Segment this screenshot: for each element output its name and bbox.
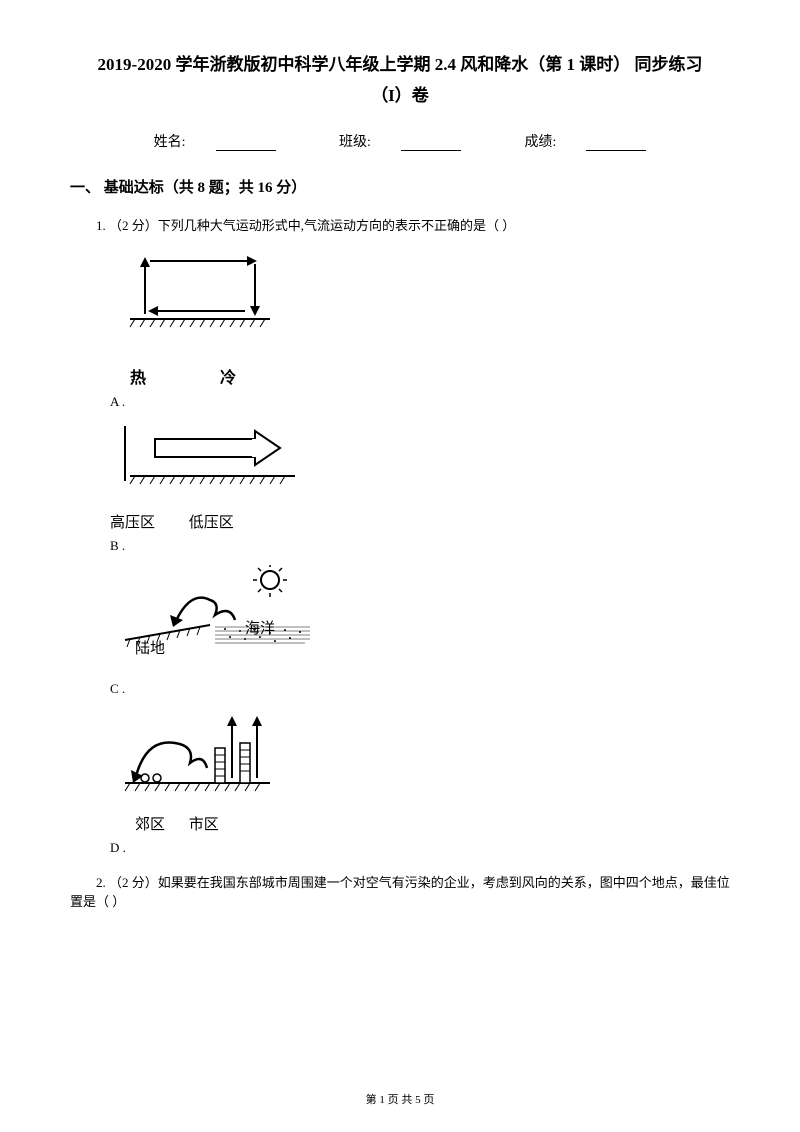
diagram-a-left-label: 热 [130,370,146,387]
name-label: 姓名: [139,135,291,150]
document-title: 2019-2020 学年浙教版初中科学八年级上学期 2.4 风和降水（第 1 课… [70,50,730,111]
option-a-label: A . [110,394,125,409]
score-label: 成绩: [509,135,661,150]
class-label: 班级: [324,135,476,150]
diagram-d [115,708,285,808]
option-c-label: C . [110,681,125,696]
diagram-c-left-label: 陆地 [135,641,165,657]
diagram-c-right-label: 海洋 [245,617,275,638]
diagram-b [115,421,315,506]
title-line-2: （I）卷 [70,81,730,112]
diagram-b-left-label: 高压区 [110,515,155,531]
option-d-row: 郊区 市区 D . [110,708,730,857]
option-a-row: 热 冷 A . [110,249,730,411]
option-d-label: D . [110,840,126,855]
page-footer: 第 1 页 共 5 页 [0,1091,800,1107]
diagram-a [115,249,285,359]
option-b-row: 高压区 低压区 B . [110,421,730,555]
diagram-a-right-label: 冷 [220,370,236,387]
diagram-d-left-label: 郊区 [135,817,165,833]
diagram-b-right-label: 低压区 [189,515,234,531]
section-header: 一、 基础达标（共 8 题；共 16 分） [70,176,730,197]
question-2: 2. （2 分）如果要在我国东部城市周围建一个对空气有污染的企业，考虑到风向的关… [70,872,730,910]
diagram-d-right-label: 市区 [189,817,219,833]
option-b-label: B . [110,538,125,553]
option-c-row: 陆地 海洋 C . [110,565,730,698]
question-1: 1. （2 分）下列几种大气运动形式中,气流运动方向的表示不正确的是（ ） [70,215,730,234]
info-line: 姓名: 班级: 成绩: [70,131,730,151]
title-line-1: 2019-2020 学年浙教版初中科学八年级上学期 2.4 风和降水（第 1 课… [70,50,730,81]
